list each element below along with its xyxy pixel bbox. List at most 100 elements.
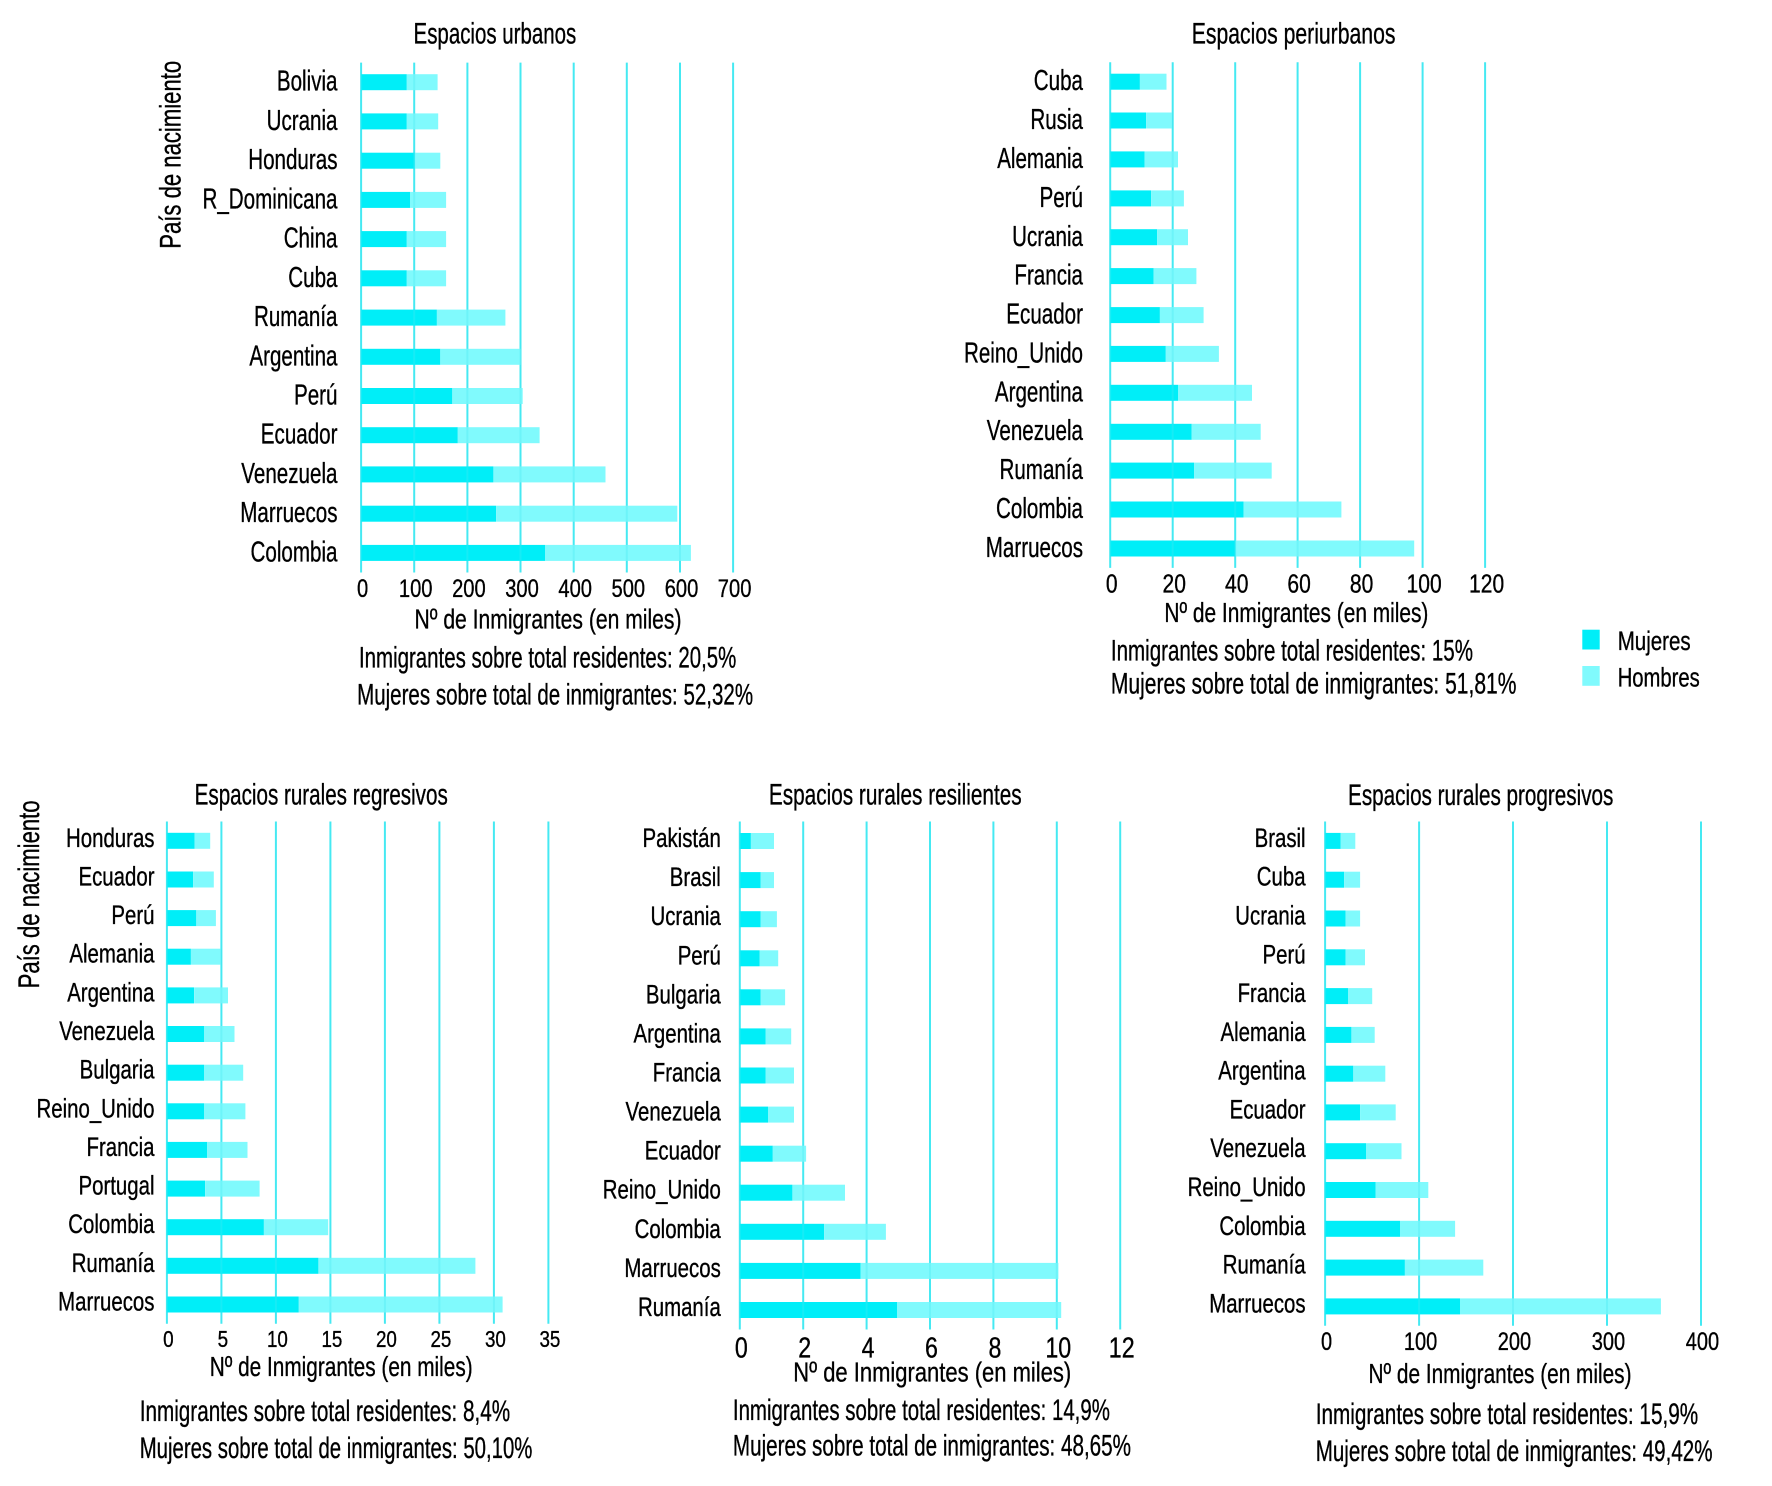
svg-text:Ecuador: Ecuador — [645, 1136, 721, 1166]
svg-text:Argentina: Argentina — [634, 1018, 721, 1048]
svg-text:Rumanía: Rumanía — [72, 1248, 155, 1278]
svg-text:País de nacimiento: País de nacimiento — [13, 800, 46, 988]
svg-text:Venezuela: Venezuela — [241, 458, 338, 490]
svg-text:Ucrania: Ucrania — [1012, 221, 1084, 253]
svg-text:30: 30 — [485, 1326, 506, 1352]
svg-text:Inmigrantes sobre total reside: Inmigrantes sobre total residentes: 15% — [1111, 634, 1473, 667]
svg-text:Marruecos: Marruecos — [58, 1287, 154, 1317]
svg-text:Ucrania: Ucrania — [651, 901, 721, 931]
svg-text:0: 0 — [357, 575, 368, 603]
svg-text:Perú: Perú — [678, 940, 721, 970]
svg-text:Espacios rurales resilientes: Espacios rurales resilientes — [769, 779, 1022, 812]
svg-text:300: 300 — [1592, 1328, 1625, 1356]
svg-text:100: 100 — [1407, 568, 1442, 598]
svg-text:400: 400 — [558, 575, 592, 603]
svg-text:Reino_Unido: Reino_Unido — [964, 337, 1083, 369]
svg-text:Ecuador: Ecuador — [79, 862, 155, 892]
svg-text:Rumanía: Rumanía — [254, 301, 338, 333]
svg-text:Colombia: Colombia — [251, 536, 339, 568]
svg-text:Brasil: Brasil — [1255, 823, 1306, 853]
svg-text:Mujeres: Mujeres — [1618, 626, 1691, 656]
svg-text:600: 600 — [665, 575, 699, 603]
svg-text:Argentina: Argentina — [67, 977, 154, 1007]
svg-text:35: 35 — [539, 1326, 560, 1352]
svg-text:100: 100 — [399, 575, 433, 603]
svg-text:China: China — [284, 223, 338, 255]
svg-text:15: 15 — [321, 1326, 342, 1352]
svg-text:Perú: Perú — [1263, 939, 1306, 969]
svg-text:Marruecos: Marruecos — [986, 532, 1083, 564]
svg-text:Honduras: Honduras — [66, 823, 155, 853]
svg-text:10: 10 — [1045, 1332, 1071, 1364]
svg-text:Ecuador: Ecuador — [261, 419, 338, 451]
svg-text:400: 400 — [1686, 1328, 1719, 1356]
svg-text:Colombia: Colombia — [996, 493, 1084, 525]
svg-text:Colombia: Colombia — [635, 1214, 721, 1244]
svg-text:Francia: Francia — [1014, 260, 1083, 292]
svg-text:País de nacimiento: País de nacimiento — [155, 61, 188, 249]
svg-text:Francia: Francia — [653, 1058, 721, 1088]
svg-text:Portugal: Portugal — [79, 1171, 155, 1201]
svg-text:Espacios rurales regresivos: Espacios rurales regresivos — [195, 779, 448, 812]
svg-text:Francia: Francia — [1238, 978, 1306, 1008]
svg-text:Inmigrantes sobre total reside: Inmigrantes sobre total residentes: 8,4% — [140, 1395, 511, 1428]
svg-text:4: 4 — [862, 1332, 875, 1364]
svg-text:Espacios urbanos: Espacios urbanos — [414, 18, 577, 51]
svg-text:Reino_Unido: Reino_Unido — [603, 1175, 721, 1205]
svg-text:Venezuela: Venezuela — [1210, 1133, 1305, 1163]
svg-text:Ucrania: Ucrania — [267, 105, 339, 137]
svg-text:Reino_Unido: Reino_Unido — [37, 1093, 155, 1123]
svg-text:Perú: Perú — [111, 900, 154, 930]
svg-text:10: 10 — [267, 1326, 288, 1352]
svg-text:Ecuador: Ecuador — [1006, 299, 1083, 331]
svg-text:Nº de Inmigrantes (en miles): Nº de Inmigrantes (en miles) — [793, 1356, 1071, 1387]
svg-text:100: 100 — [1404, 1328, 1437, 1356]
svg-text:Inmigrantes sobre total reside: Inmigrantes sobre total residentes: 15,9… — [1316, 1398, 1699, 1431]
svg-text:Nº de Inmigrantes (en miles): Nº de Inmigrantes (en miles) — [415, 604, 682, 635]
svg-text:Espacios periurbanos: Espacios periurbanos — [1192, 18, 1396, 51]
svg-text:Bulgaria: Bulgaria — [80, 1055, 155, 1085]
svg-text:Espacios rurales progresivos: Espacios rurales progresivos — [1348, 779, 1613, 812]
svg-text:Nº de Inmigrantes (en miles): Nº de Inmigrantes (en miles) — [210, 1351, 473, 1382]
svg-text:Inmigrantes sobre total reside: Inmigrantes sobre total residentes: 14,9… — [733, 1394, 1110, 1427]
svg-text:20: 20 — [1163, 568, 1186, 598]
svg-text:Marruecos: Marruecos — [240, 497, 337, 529]
svg-text:300: 300 — [505, 575, 539, 603]
svg-text:20: 20 — [376, 1326, 397, 1352]
svg-text:200: 200 — [1498, 1328, 1531, 1356]
svg-text:60: 60 — [1287, 568, 1310, 598]
svg-text:500: 500 — [612, 575, 646, 603]
svg-text:Venezuela: Venezuela — [987, 415, 1084, 447]
svg-text:Mujeres sobre total de inmigra: Mujeres sobre total de inmigrantes: 51,8… — [1111, 667, 1517, 700]
svg-text:Bulgaria: Bulgaria — [646, 979, 721, 1009]
svg-text:25: 25 — [430, 1326, 451, 1352]
svg-text:Perú: Perú — [294, 380, 338, 412]
svg-text:0: 0 — [1106, 568, 1118, 598]
svg-text:0: 0 — [163, 1326, 174, 1352]
svg-text:Argentina: Argentina — [249, 340, 338, 372]
svg-text:Nº de Inmigrantes (en miles): Nº de Inmigrantes (en miles) — [1369, 1358, 1632, 1389]
svg-text:Francia: Francia — [87, 1132, 155, 1162]
svg-text:Cuba: Cuba — [1257, 862, 1306, 892]
svg-text:Rusia: Rusia — [1030, 104, 1083, 136]
svg-text:12: 12 — [1109, 1332, 1135, 1364]
svg-text:0: 0 — [1321, 1328, 1332, 1356]
svg-text:Colombia: Colombia — [68, 1209, 154, 1239]
svg-text:Cuba: Cuba — [1034, 65, 1084, 97]
svg-text:Venezuela: Venezuela — [59, 1016, 154, 1046]
svg-text:R_Dominicana: R_Dominicana — [203, 183, 339, 215]
svg-text:Marruecos: Marruecos — [1209, 1288, 1305, 1318]
svg-text:Venezuela: Venezuela — [626, 1097, 721, 1127]
svg-text:2: 2 — [798, 1332, 811, 1364]
svg-text:0: 0 — [735, 1332, 748, 1364]
svg-text:Marruecos: Marruecos — [624, 1253, 720, 1283]
svg-text:Honduras: Honduras — [248, 144, 337, 176]
svg-text:Mujeres sobre total de inmigra: Mujeres sobre total de inmigrantes: 52,3… — [357, 679, 753, 712]
svg-text:Alemania: Alemania — [69, 939, 154, 969]
svg-text:Perú: Perú — [1040, 182, 1084, 214]
svg-text:Mujeres sobre total de inmigra: Mujeres sobre total de inmigrantes: 50,1… — [140, 1432, 533, 1465]
svg-text:Alemania: Alemania — [997, 143, 1083, 175]
svg-text:Rumanía: Rumanía — [638, 1292, 721, 1322]
svg-text:200: 200 — [452, 575, 486, 603]
svg-text:Rumanía: Rumanía — [1223, 1250, 1306, 1280]
